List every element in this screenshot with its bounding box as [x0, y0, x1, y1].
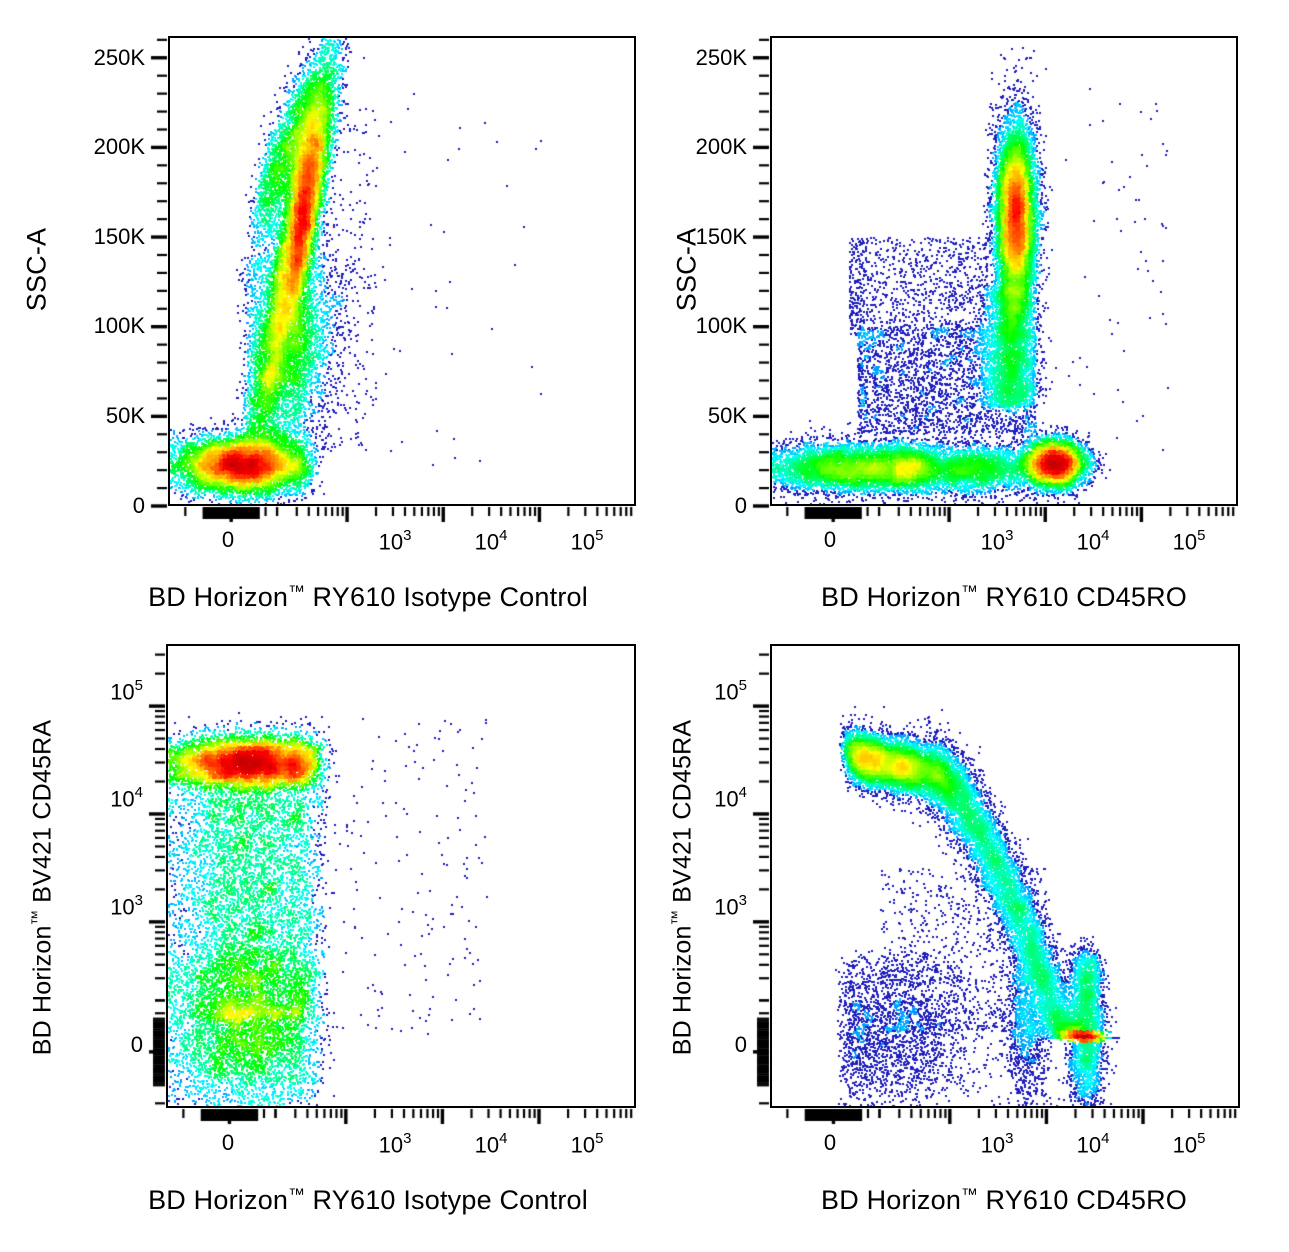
- y-tick-50k-top-right: 50K: [707, 403, 747, 428]
- x-axis-label-top-right: BD Horizon™ RY610 CD45RO: [821, 582, 1187, 613]
- y-tick-1e3-bottom-left: 103: [110, 892, 143, 920]
- x-tick-1e4-top-right: 104: [1076, 527, 1110, 555]
- panel-bottom-left: BD Horizon™ BV421 CD45RA 0 103 104 105 0…: [0, 620, 645, 1252]
- x-tick-1e3-top-right: 103: [980, 527, 1014, 555]
- x-tick-1e5-top-left: 105: [570, 527, 604, 555]
- y-tick-1e3-bottom-right: 103: [714, 892, 747, 920]
- y-tick-0-top-right: 0: [734, 493, 747, 518]
- panel-bottom-right: BD Horizon™ BV421 CD45RA 0 103 104 105 0…: [645, 620, 1289, 1252]
- x-tick-1e3-bottom-left: 103: [378, 1130, 412, 1158]
- x-tick-0-bottom-left: 0: [221, 1130, 235, 1155]
- x-tick-1e5-bottom-left: 105: [570, 1130, 604, 1158]
- x-axis-label-top-left: BD Horizon™ RY610 Isotype Control: [148, 582, 588, 613]
- plot-area-top-left: [168, 36, 636, 506]
- scatter-canvas-top-left: [170, 38, 634, 504]
- plot-area-top-right: [770, 36, 1238, 506]
- x-tick-0-top-right: 0: [823, 527, 837, 552]
- scatter-canvas-bottom-right: [772, 646, 1238, 1106]
- x-tick-1e4-bottom-right: 104: [1076, 1130, 1110, 1158]
- y-tick-1e4-bottom-left: 104: [110, 784, 143, 812]
- x-tick-1e3-bottom-right: 103: [980, 1130, 1014, 1158]
- y-tick-1e5-bottom-left: 105: [110, 677, 143, 705]
- y-tick-150k-top-right: 150K: [695, 224, 747, 249]
- x-tick-0-top-left: 0: [221, 527, 235, 552]
- panel-top-left: SSC-A 0 50K 100K 150K 200K 250K 0 103 10…: [0, 0, 645, 620]
- x-tick-1e4-bottom-left: 104: [474, 1130, 508, 1158]
- x-axis-label-bottom-left: BD Horizon™ RY610 Isotype Control: [148, 1185, 588, 1216]
- y-tick-1e5-bottom-right: 105: [714, 677, 747, 705]
- plot-area-bottom-left: [166, 644, 636, 1108]
- y-tick-50k-top-left: 50K: [105, 403, 145, 428]
- y-tick-150k-top-left: 150K: [93, 224, 145, 249]
- x-tick-1e3-top-left: 103: [378, 527, 412, 555]
- plot-area-bottom-right: [770, 644, 1240, 1108]
- y-tick-1e4-bottom-right: 104: [714, 784, 747, 812]
- y-axis-label-top-left: SSC-A: [21, 227, 52, 312]
- scatter-canvas-top-right: [772, 38, 1236, 504]
- y-axis-label-bottom-left: BD Horizon™ BV421 CD45RA: [28, 719, 57, 1056]
- y-tick-200k-top-right: 200K: [695, 134, 747, 159]
- panel-top-right: SSC-A 0 50K 100K 150K 200K 250K 0 103 10…: [645, 0, 1289, 620]
- y-tick-0-bottom-right: 0: [734, 1032, 747, 1057]
- x-axis-label-bottom-right: BD Horizon™ RY610 CD45RO: [821, 1185, 1187, 1216]
- y-tick-0-bottom-left: 0: [130, 1032, 143, 1057]
- y-tick-200k-top-left: 200K: [93, 134, 145, 159]
- y-tick-250k-top-right: 250K: [695, 45, 747, 70]
- x-tick-0-bottom-right: 0: [823, 1130, 837, 1155]
- x-tick-1e5-top-right: 105: [1172, 527, 1206, 555]
- y-tick-100k-top-left: 100K: [93, 313, 145, 338]
- x-tick-1e4-top-left: 104: [474, 527, 508, 555]
- scatter-canvas-bottom-left: [168, 646, 634, 1106]
- y-tick-100k-top-right: 100K: [695, 313, 747, 338]
- y-tick-0-top-left: 0: [132, 493, 145, 518]
- y-tick-250k-top-left: 250K: [93, 45, 145, 70]
- x-tick-1e5-bottom-right: 105: [1172, 1130, 1206, 1158]
